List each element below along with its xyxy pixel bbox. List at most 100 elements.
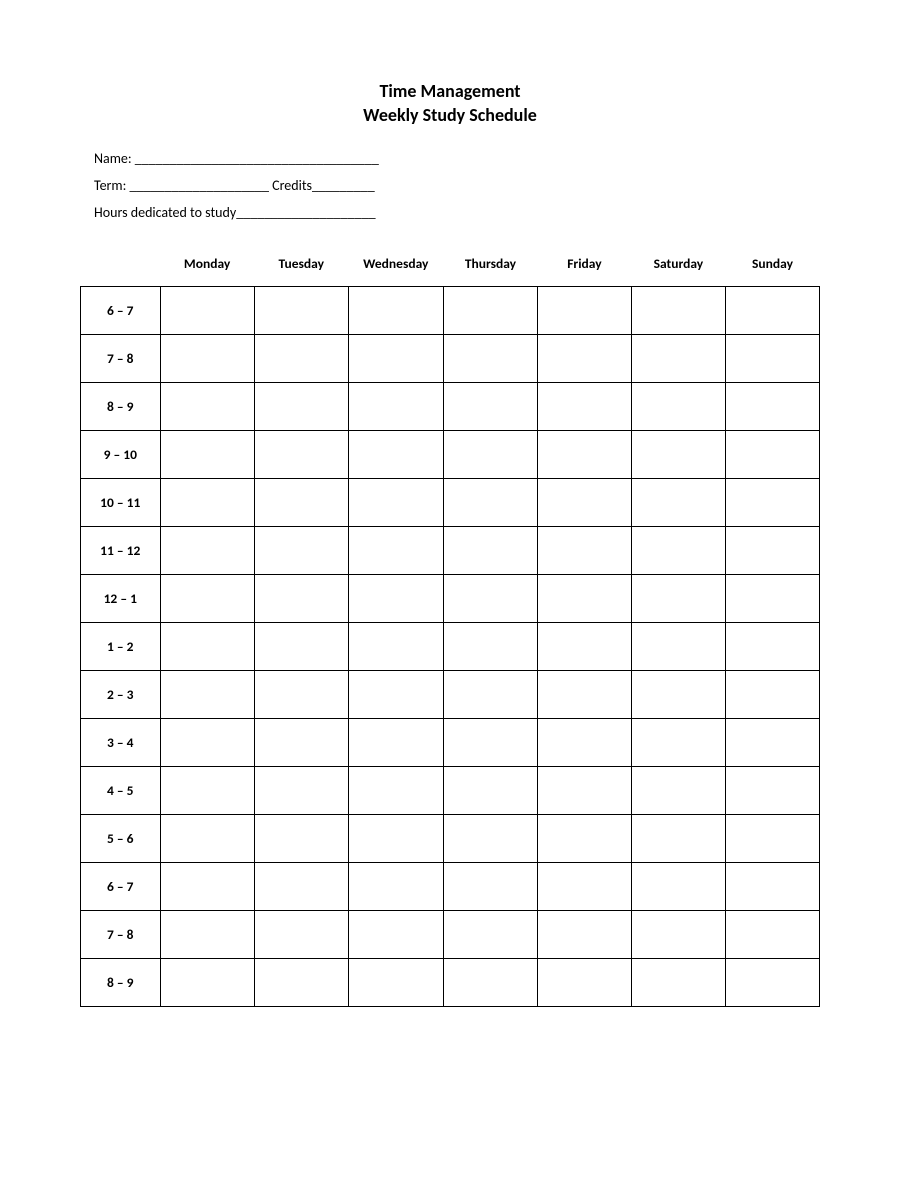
schedule-cell (538, 575, 632, 623)
schedule-cell (160, 431, 254, 479)
schedule-cell (254, 815, 348, 863)
schedule-cell (631, 335, 725, 383)
schedule-cell (348, 287, 443, 335)
table-row: 1 – 2 (81, 623, 820, 671)
schedule-cell (538, 671, 632, 719)
schedule-cell (160, 719, 254, 767)
schedule-cell (254, 767, 348, 815)
schedule-cell (160, 383, 254, 431)
schedule-cell (726, 911, 820, 959)
time-slot-cell: 10 – 11 (81, 479, 161, 527)
schedule-cell (726, 815, 820, 863)
time-slot-cell: 7 – 8 (81, 335, 161, 383)
schedule-cell (538, 767, 632, 815)
schedule-cell (538, 863, 632, 911)
schedule-cell (160, 671, 254, 719)
info-fields-block: Name: __________________________________… (70, 150, 830, 221)
table-row: 8 – 9 (81, 959, 820, 1007)
schedule-cell (254, 383, 348, 431)
schedule-cell (160, 815, 254, 863)
schedule-cell (631, 383, 725, 431)
schedule-cell (631, 767, 725, 815)
schedule-cell (348, 671, 443, 719)
schedule-cell (631, 431, 725, 479)
time-slot-cell: 6 – 7 (81, 863, 161, 911)
time-slot-cell: 4 – 5 (81, 767, 161, 815)
schedule-cell (443, 575, 537, 623)
schedule-cell (160, 335, 254, 383)
table-row: 7 – 8 (81, 911, 820, 959)
schedule-cell (443, 383, 537, 431)
schedule-cell (254, 527, 348, 575)
schedule-cell (443, 815, 537, 863)
schedule-cell (160, 911, 254, 959)
schedule-cell (538, 815, 632, 863)
schedule-cell (631, 959, 725, 1007)
weekly-schedule-table: Monday Tuesday Wednesday Thursday Friday… (80, 247, 820, 1007)
schedule-cell (631, 287, 725, 335)
schedule-cell (160, 527, 254, 575)
time-slot-cell: 1 – 2 (81, 623, 161, 671)
schedule-cell (254, 575, 348, 623)
schedule-cell (348, 431, 443, 479)
schedule-cell (254, 431, 348, 479)
schedule-cell (443, 671, 537, 719)
schedule-cell (348, 959, 443, 1007)
schedule-cell (348, 575, 443, 623)
schedule-cell (443, 623, 537, 671)
schedule-cell (348, 815, 443, 863)
time-slot-cell: 7 – 8 (81, 911, 161, 959)
schedule-cell (726, 959, 820, 1007)
schedule-cell (726, 335, 820, 383)
time-slot-cell: 12 – 1 (81, 575, 161, 623)
schedule-cell (726, 431, 820, 479)
schedule-cell (160, 623, 254, 671)
title-line-1: Time Management (70, 80, 830, 102)
schedule-cell (348, 479, 443, 527)
schedule-cell (348, 911, 443, 959)
schedule-cell (443, 767, 537, 815)
schedule-cell (254, 863, 348, 911)
schedule-cell (443, 335, 537, 383)
time-slot-cell: 8 – 9 (81, 383, 161, 431)
schedule-cell (538, 479, 632, 527)
table-row: 10 – 11 (81, 479, 820, 527)
schedule-cell (631, 527, 725, 575)
time-slot-cell: 6 – 7 (81, 287, 161, 335)
schedule-cell (726, 575, 820, 623)
schedule-cell (538, 719, 632, 767)
schedule-cell (726, 527, 820, 575)
schedule-cell (348, 527, 443, 575)
schedule-cell (348, 767, 443, 815)
table-row: 2 – 3 (81, 671, 820, 719)
time-slot-cell: 9 – 10 (81, 431, 161, 479)
schedule-cell (443, 527, 537, 575)
schedule-cell (443, 959, 537, 1007)
schedule-cell (726, 671, 820, 719)
table-row: 11 – 12 (81, 527, 820, 575)
time-slot-cell: 11 – 12 (81, 527, 161, 575)
schedule-cell (631, 575, 725, 623)
col-head-wednesday: Wednesday (348, 247, 443, 287)
schedule-cell (348, 383, 443, 431)
col-head-time (81, 247, 161, 287)
schedule-cell (538, 623, 632, 671)
hours-study-line: Hours dedicated to study________________… (94, 204, 830, 221)
col-head-tuesday: Tuesday (254, 247, 348, 287)
schedule-cell (348, 863, 443, 911)
document-header: Time Management Weekly Study Schedule (70, 80, 830, 126)
schedule-cell (631, 815, 725, 863)
schedule-cell (254, 479, 348, 527)
schedule-cell (160, 287, 254, 335)
schedule-cell (443, 911, 537, 959)
schedule-cell (443, 287, 537, 335)
col-head-saturday: Saturday (631, 247, 725, 287)
schedule-cell (254, 287, 348, 335)
col-head-sunday: Sunday (726, 247, 820, 287)
schedule-cell (160, 863, 254, 911)
table-row: 8 – 9 (81, 383, 820, 431)
schedule-cell (443, 863, 537, 911)
schedule-cell (726, 767, 820, 815)
schedule-cell (538, 911, 632, 959)
name-field-line: Name: __________________________________… (94, 150, 830, 167)
